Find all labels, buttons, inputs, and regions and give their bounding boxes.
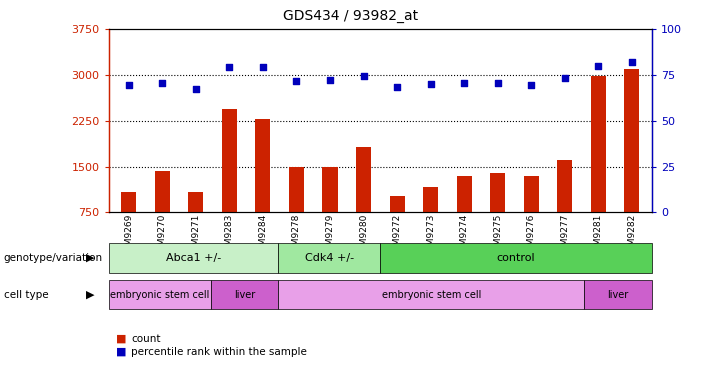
Bar [490, 173, 505, 212]
Bar [591, 76, 606, 212]
Text: ▶: ▶ [86, 290, 95, 300]
Bar [189, 192, 203, 212]
Point [492, 80, 503, 86]
Point [190, 86, 201, 92]
Text: cell type: cell type [4, 290, 48, 300]
Text: percentile rank within the sample: percentile rank within the sample [131, 347, 307, 357]
Bar [155, 171, 170, 212]
Point [358, 73, 369, 79]
Bar [557, 160, 572, 212]
Text: liver: liver [607, 290, 629, 300]
Point [325, 77, 336, 83]
Point [157, 80, 168, 86]
Point [592, 63, 604, 69]
Bar [322, 167, 338, 212]
Point [458, 80, 470, 86]
Text: count: count [131, 333, 161, 344]
Text: Abca1 +/-: Abca1 +/- [166, 253, 222, 263]
Text: embryonic stem cell: embryonic stem cell [110, 290, 210, 300]
Bar [222, 109, 237, 212]
Text: liver: liver [234, 290, 255, 300]
Bar [121, 192, 136, 212]
Point [626, 59, 637, 65]
Text: control: control [497, 253, 536, 263]
Point [391, 84, 402, 90]
Bar [456, 176, 472, 212]
Point [224, 64, 235, 70]
Text: ▶: ▶ [86, 253, 95, 263]
Text: GDS434 / 93982_at: GDS434 / 93982_at [283, 9, 418, 23]
Point [291, 78, 302, 83]
Point [123, 82, 135, 88]
Bar [524, 176, 539, 212]
Text: embryonic stem cell: embryonic stem cell [381, 290, 481, 300]
Point [425, 81, 436, 87]
Bar [423, 187, 438, 212]
Text: ■: ■ [116, 347, 126, 357]
Bar [289, 167, 304, 212]
Bar [356, 147, 371, 212]
Text: genotype/variation: genotype/variation [4, 253, 102, 263]
Bar [625, 69, 639, 212]
Text: ■: ■ [116, 333, 126, 344]
Point [257, 64, 268, 70]
Point [559, 75, 571, 81]
Bar [255, 119, 271, 212]
Point [526, 82, 537, 88]
Bar [390, 196, 404, 212]
Text: Cdk4 +/-: Cdk4 +/- [305, 253, 354, 263]
